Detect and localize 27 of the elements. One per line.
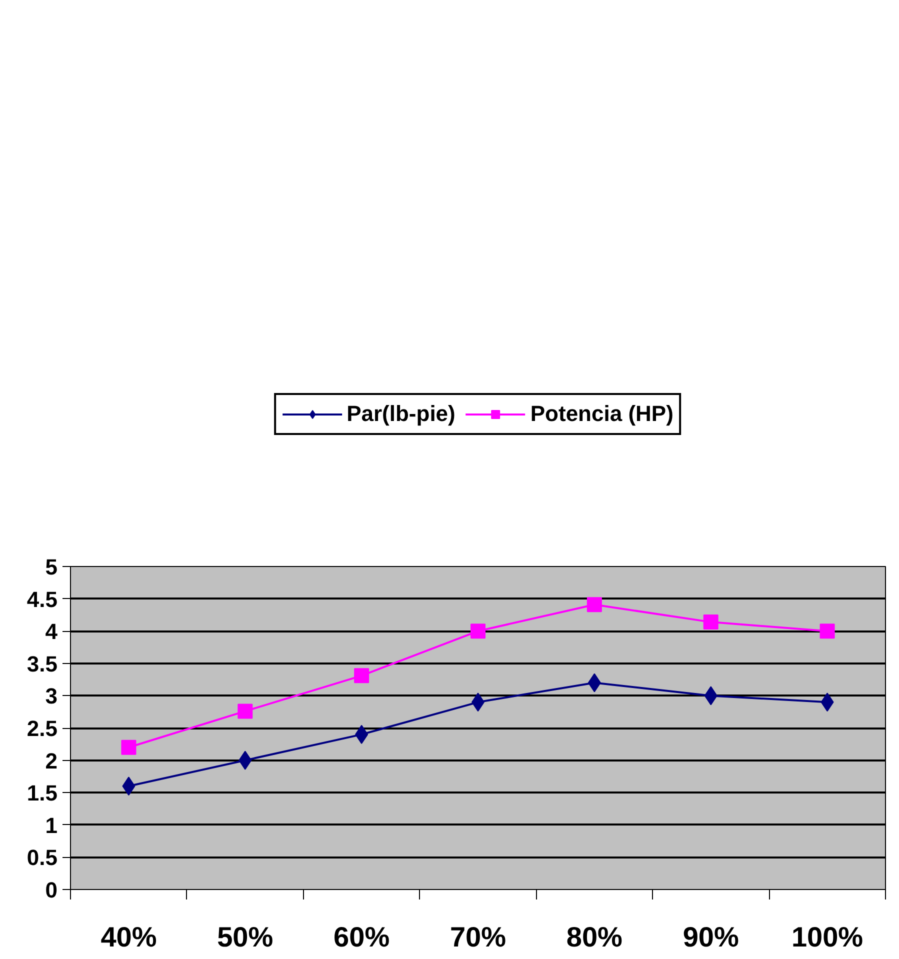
x-tick-label: 40%	[100, 922, 157, 952]
x-tick-label: 100%	[791, 922, 864, 952]
x-tick-label: 90%	[682, 922, 739, 952]
y-tick-label: 0.5	[26, 845, 58, 870]
point	[354, 668, 370, 684]
point	[820, 624, 835, 639]
y-tick-label: 3.5	[26, 651, 58, 676]
point	[586, 597, 602, 612]
x-tick-label: 50%	[217, 922, 274, 952]
y-tick-label: 3	[45, 684, 58, 709]
y-tick-label: 1	[45, 812, 58, 838]
legend-label: Potencia (HP)	[530, 401, 674, 427]
y-tick-label: 0	[45, 878, 58, 902]
point	[470, 624, 486, 639]
point	[238, 704, 253, 719]
point	[703, 614, 718, 630]
y-tick-label: 4.5	[26, 586, 58, 612]
point	[121, 740, 136, 755]
legend-label: Par(lb-pie)	[346, 401, 456, 427]
y-tick-label: 4	[45, 619, 58, 644]
y-tick-label: 2.5	[26, 716, 58, 741]
x-tick-label: 80%	[566, 922, 623, 952]
y-tick-label: 2	[45, 748, 58, 774]
y-tick-label: 5	[45, 554, 58, 580]
y-tick-label: 1.5	[26, 780, 58, 806]
x-tick-label: 60%	[334, 922, 390, 952]
x-tick-label: 70%	[450, 922, 506, 952]
